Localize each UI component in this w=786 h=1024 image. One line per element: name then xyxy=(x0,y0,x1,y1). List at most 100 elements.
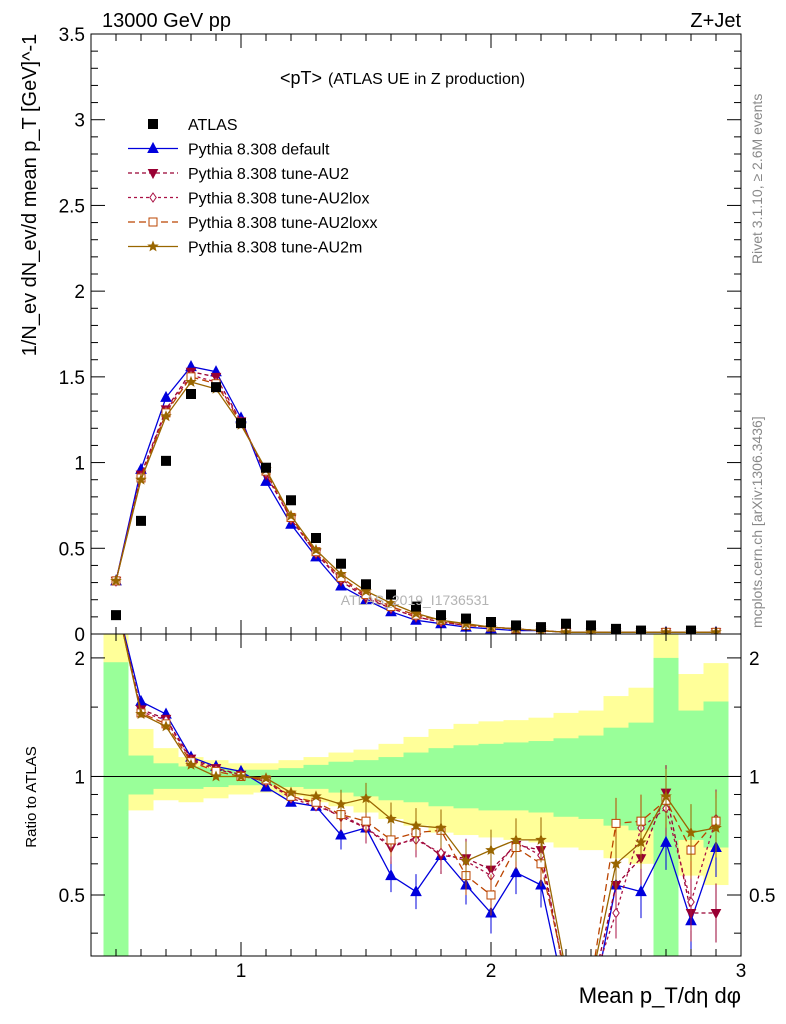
ratio-marker xyxy=(685,826,697,838)
ratio-marker xyxy=(235,770,247,782)
band-inner-bin xyxy=(278,768,304,788)
band-inner-bin xyxy=(478,743,504,811)
top-y-tick-label: 2 xyxy=(74,282,85,303)
ratio-marker xyxy=(310,790,322,802)
top-y-tick-label: 1.5 xyxy=(59,368,85,389)
ratio-marker xyxy=(385,812,397,824)
series-marker xyxy=(360,585,372,597)
series-marker xyxy=(385,597,397,609)
ratio-marker xyxy=(612,907,620,919)
series-marker xyxy=(160,410,172,422)
top-y-tick-label: 3 xyxy=(74,111,85,132)
ratio-marker xyxy=(386,835,396,845)
data-point xyxy=(261,462,271,473)
watermark: ATLAS_2019_I1736531 xyxy=(341,592,490,608)
data-point xyxy=(236,418,246,429)
ratio-marker xyxy=(385,869,397,881)
ratio-marker xyxy=(435,821,447,833)
legend-label: Pythia 8.308 default xyxy=(188,142,330,159)
data-point xyxy=(211,382,221,393)
legend-label: Pythia 8.308 tune-AU2loxx xyxy=(188,215,377,232)
x-tick-label: 1 xyxy=(236,961,247,982)
band-inner-bin xyxy=(378,757,404,801)
beam-label: 13000 GeV pp xyxy=(102,10,231,32)
top-y-tick-label: 0.5 xyxy=(59,539,85,560)
plot-subtitle: (ATLAS UE in Z production) xyxy=(328,71,525,88)
process-label: Z+Jet xyxy=(690,10,741,32)
data-point xyxy=(386,589,396,600)
ratio-marker xyxy=(610,857,622,869)
ratio-y-tick-label-left: 1 xyxy=(74,767,85,788)
ratio-marker xyxy=(437,847,445,859)
ratio-marker xyxy=(185,758,197,770)
legend-label: Pythia 8.308 tune-AU2m xyxy=(188,240,362,257)
band-inner-bin xyxy=(553,738,579,817)
legend-marker xyxy=(147,240,159,252)
ratio-marker xyxy=(485,844,497,856)
series-marker xyxy=(185,375,197,387)
ratio-marker xyxy=(635,885,647,897)
band-inner-bin xyxy=(328,761,354,793)
top-y-axis-label: 1/N_ev dN_ev/d mean p_T [GeV]^-1 xyxy=(19,34,41,357)
x-tick-label: 3 xyxy=(736,961,747,982)
ratio-marker xyxy=(710,821,722,833)
ratio-marker xyxy=(410,819,422,831)
ratio-marker xyxy=(635,836,647,848)
ratio-marker xyxy=(535,833,547,845)
ratio-y-axis-label: Ratio to ATLAS xyxy=(23,746,40,847)
series-marker xyxy=(260,474,272,486)
ratio-y-tick-label-right: 1 xyxy=(749,767,760,788)
x-axis-label: Mean p_T/dη dφ xyxy=(579,983,741,1008)
mcplots-label: mcplots.cern.ch [arXiv:1306.3436] xyxy=(749,416,765,628)
ratio-marker xyxy=(611,818,621,828)
ratio-marker xyxy=(210,770,222,782)
ratio-marker xyxy=(135,708,147,719)
ratio-marker xyxy=(486,890,496,900)
band-inner-bin xyxy=(578,735,604,819)
data-point xyxy=(411,601,421,612)
legend-label: Pythia 8.308 tune-AU2 xyxy=(188,166,349,183)
ratio-marker xyxy=(285,786,297,798)
band-inner-bin xyxy=(103,662,129,956)
ratio-marker xyxy=(660,790,672,802)
series-marker xyxy=(335,567,347,579)
data-point xyxy=(511,620,521,631)
data-point xyxy=(311,533,321,543)
ratio-marker xyxy=(410,885,422,897)
ratio-marker xyxy=(510,833,522,845)
ratio-marker xyxy=(260,772,272,784)
series-marker xyxy=(410,607,422,619)
ratio-y-tick-label-left: 0.5 xyxy=(59,886,85,907)
legend-label: ATLAS xyxy=(188,117,238,134)
ratio-marker xyxy=(360,792,372,804)
data-point xyxy=(111,610,121,621)
ratio-marker xyxy=(460,854,472,866)
series-marker xyxy=(310,543,322,555)
legend: ATLAS Pythia 8.308 default Pythia 8.308 tu… xyxy=(128,117,377,257)
ratio-marker xyxy=(510,866,522,878)
data-point xyxy=(161,455,171,466)
axis-ticks: 0 0.5 1 1.5 2 2.5 3 3.5 1 2 3 0.5 0.5 1 1 2 2 xyxy=(59,25,776,982)
band-inner-bin xyxy=(128,755,154,795)
legend-label: Pythia 8.308 tune-AU2lox xyxy=(188,191,369,208)
ratio-marker xyxy=(361,816,371,826)
data-point xyxy=(561,618,571,629)
band-inner-bin xyxy=(178,766,204,789)
rivet-label: Rivet 3.1.10, ≥ 2.6M events xyxy=(749,94,765,264)
data-point xyxy=(186,389,196,399)
ratio-marker xyxy=(335,798,347,810)
band-inner-bin xyxy=(428,748,454,807)
ratio-y-tick-label-left: 2 xyxy=(74,649,85,670)
data-point xyxy=(436,610,446,621)
series-marker xyxy=(135,473,147,485)
top-y-tick-label: 0 xyxy=(74,625,85,646)
ratio-marker xyxy=(710,909,722,920)
legend-marker xyxy=(148,217,158,227)
series-marker xyxy=(160,390,172,402)
ratio-y-tick-label-right: 0.5 xyxy=(749,886,775,907)
top-y-tick-label: 2.5 xyxy=(59,196,85,217)
top-y-tick-label: 3.5 xyxy=(59,25,85,46)
legend-marker-atlas xyxy=(148,119,158,129)
data-point xyxy=(361,579,371,590)
